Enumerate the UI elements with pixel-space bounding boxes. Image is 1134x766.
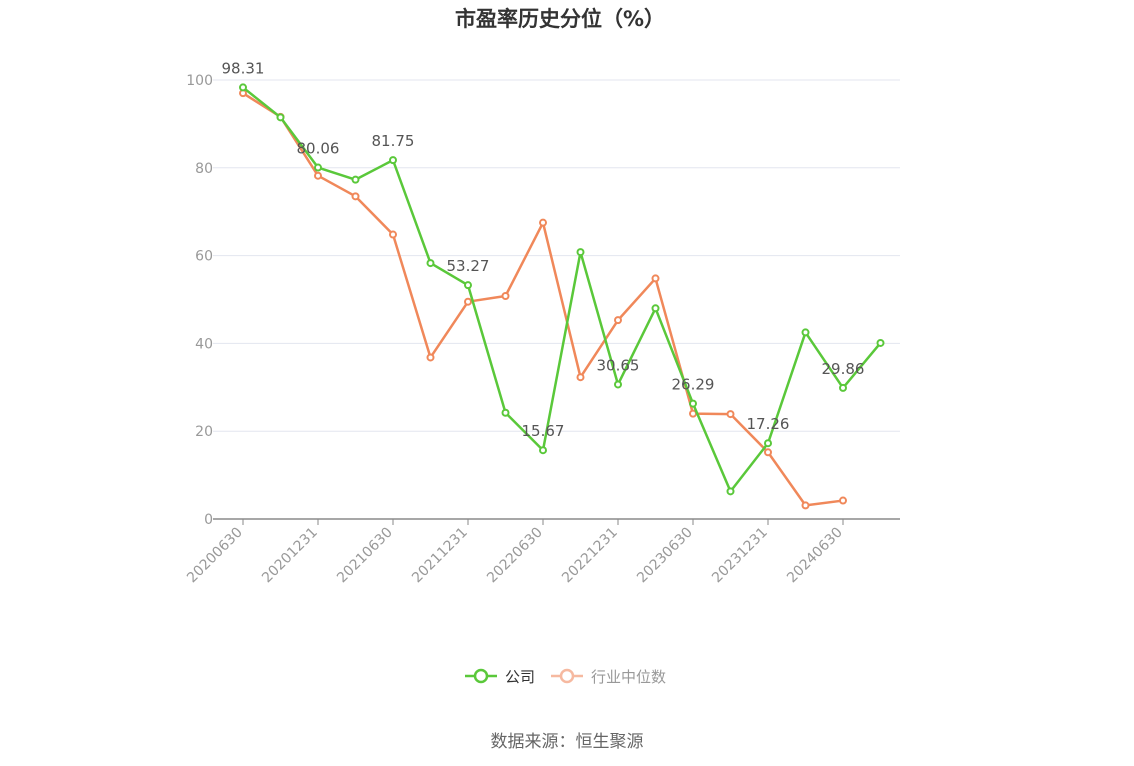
y-tick-label: 100 <box>186 73 213 89</box>
y-tick-label: 0 <box>204 512 213 528</box>
data-label: 53.27 <box>447 257 490 275</box>
data-point[interactable] <box>314 171 322 180</box>
data-point[interactable] <box>614 316 622 325</box>
data-point[interactable] <box>501 291 510 300</box>
x-tick-label: 20210630 <box>334 525 396 587</box>
data-label: 15.67 <box>522 422 565 440</box>
data-label: 98.31 <box>222 59 265 77</box>
data-point[interactable] <box>539 446 547 455</box>
legend-item[interactable]: 公司 <box>465 668 535 686</box>
data-point[interactable] <box>764 439 772 448</box>
data-point[interactable] <box>839 496 847 505</box>
series-公司 <box>239 83 885 496</box>
y-tick-label: 20 <box>195 424 213 440</box>
data-point[interactable] <box>764 448 772 457</box>
data-point[interactable] <box>464 297 472 306</box>
series-layer <box>239 83 885 510</box>
data-point[interactable] <box>351 175 360 184</box>
data-point[interactable] <box>876 338 885 347</box>
data-point[interactable] <box>651 304 660 313</box>
data-label: 80.06 <box>297 140 340 158</box>
y-tick-label: 60 <box>195 249 213 265</box>
data-point[interactable] <box>464 281 472 290</box>
data-point[interactable] <box>539 218 547 227</box>
data-point[interactable] <box>726 487 735 496</box>
data-point[interactable] <box>839 383 847 392</box>
data-point[interactable] <box>726 410 735 419</box>
data-point[interactable] <box>501 408 510 417</box>
series-line <box>242 86 882 493</box>
legend-item[interactable]: 行业中位数 <box>551 668 666 686</box>
chart-title: 市盈率历史分位（%） <box>455 7 665 31</box>
data-label: 30.65 <box>597 356 640 374</box>
data-label: 29.86 <box>822 360 865 378</box>
data-label: 81.75 <box>372 132 415 150</box>
x-tick-label: 20211231 <box>409 525 471 587</box>
data-point[interactable] <box>426 353 435 362</box>
data-point[interactable] <box>576 373 585 382</box>
data-label: 17.26 <box>747 415 790 433</box>
data-point[interactable] <box>314 163 322 172</box>
y-tick-label: 80 <box>195 161 213 177</box>
legend-marker <box>473 668 489 684</box>
x-tick-label: 20201231 <box>259 525 321 587</box>
data-point[interactable] <box>426 259 435 268</box>
grid-lines <box>213 79 900 432</box>
x-tick-label: 20220630 <box>484 525 546 587</box>
y-axis: 0 20 40 60 80 100 <box>186 73 213 528</box>
data-point[interactable] <box>239 83 247 92</box>
source-note: 数据来源：恒生聚源 <box>491 732 644 752</box>
data-point[interactable] <box>389 156 397 165</box>
data-point[interactable] <box>801 501 810 510</box>
x-tick-label: 20221231 <box>559 525 621 587</box>
series-行业中位数 <box>239 89 847 510</box>
legend[interactable]: 公司 行业中位数 <box>465 668 666 686</box>
x-tick-label: 20231231 <box>709 525 771 587</box>
data-point[interactable] <box>801 328 810 337</box>
x-axis: 20200630 20201231 20210630 20211231 20220630… <box>184 518 900 587</box>
data-point[interactable] <box>689 399 697 408</box>
data-point[interactable] <box>389 230 397 239</box>
data-point[interactable] <box>576 248 585 257</box>
x-tick-label: 20240630 <box>784 525 846 587</box>
y-tick-label: 40 <box>195 336 213 352</box>
data-point[interactable] <box>276 113 285 122</box>
x-tick-label: 20200630 <box>184 525 246 587</box>
legend-marker <box>559 668 575 684</box>
data-point[interactable] <box>351 192 360 201</box>
data-label: 26.29 <box>672 376 715 394</box>
data-point[interactable] <box>614 380 622 389</box>
x-tick-label: 20230630 <box>634 525 696 587</box>
legend-label: 公司 <box>505 668 535 686</box>
legend-label: 行业中位数 <box>591 668 666 686</box>
data-point[interactable] <box>651 274 660 283</box>
data-labels: 98.31 80.06 81.75 53.27 15.67 30.65 26.29 17.26… <box>222 59 865 440</box>
